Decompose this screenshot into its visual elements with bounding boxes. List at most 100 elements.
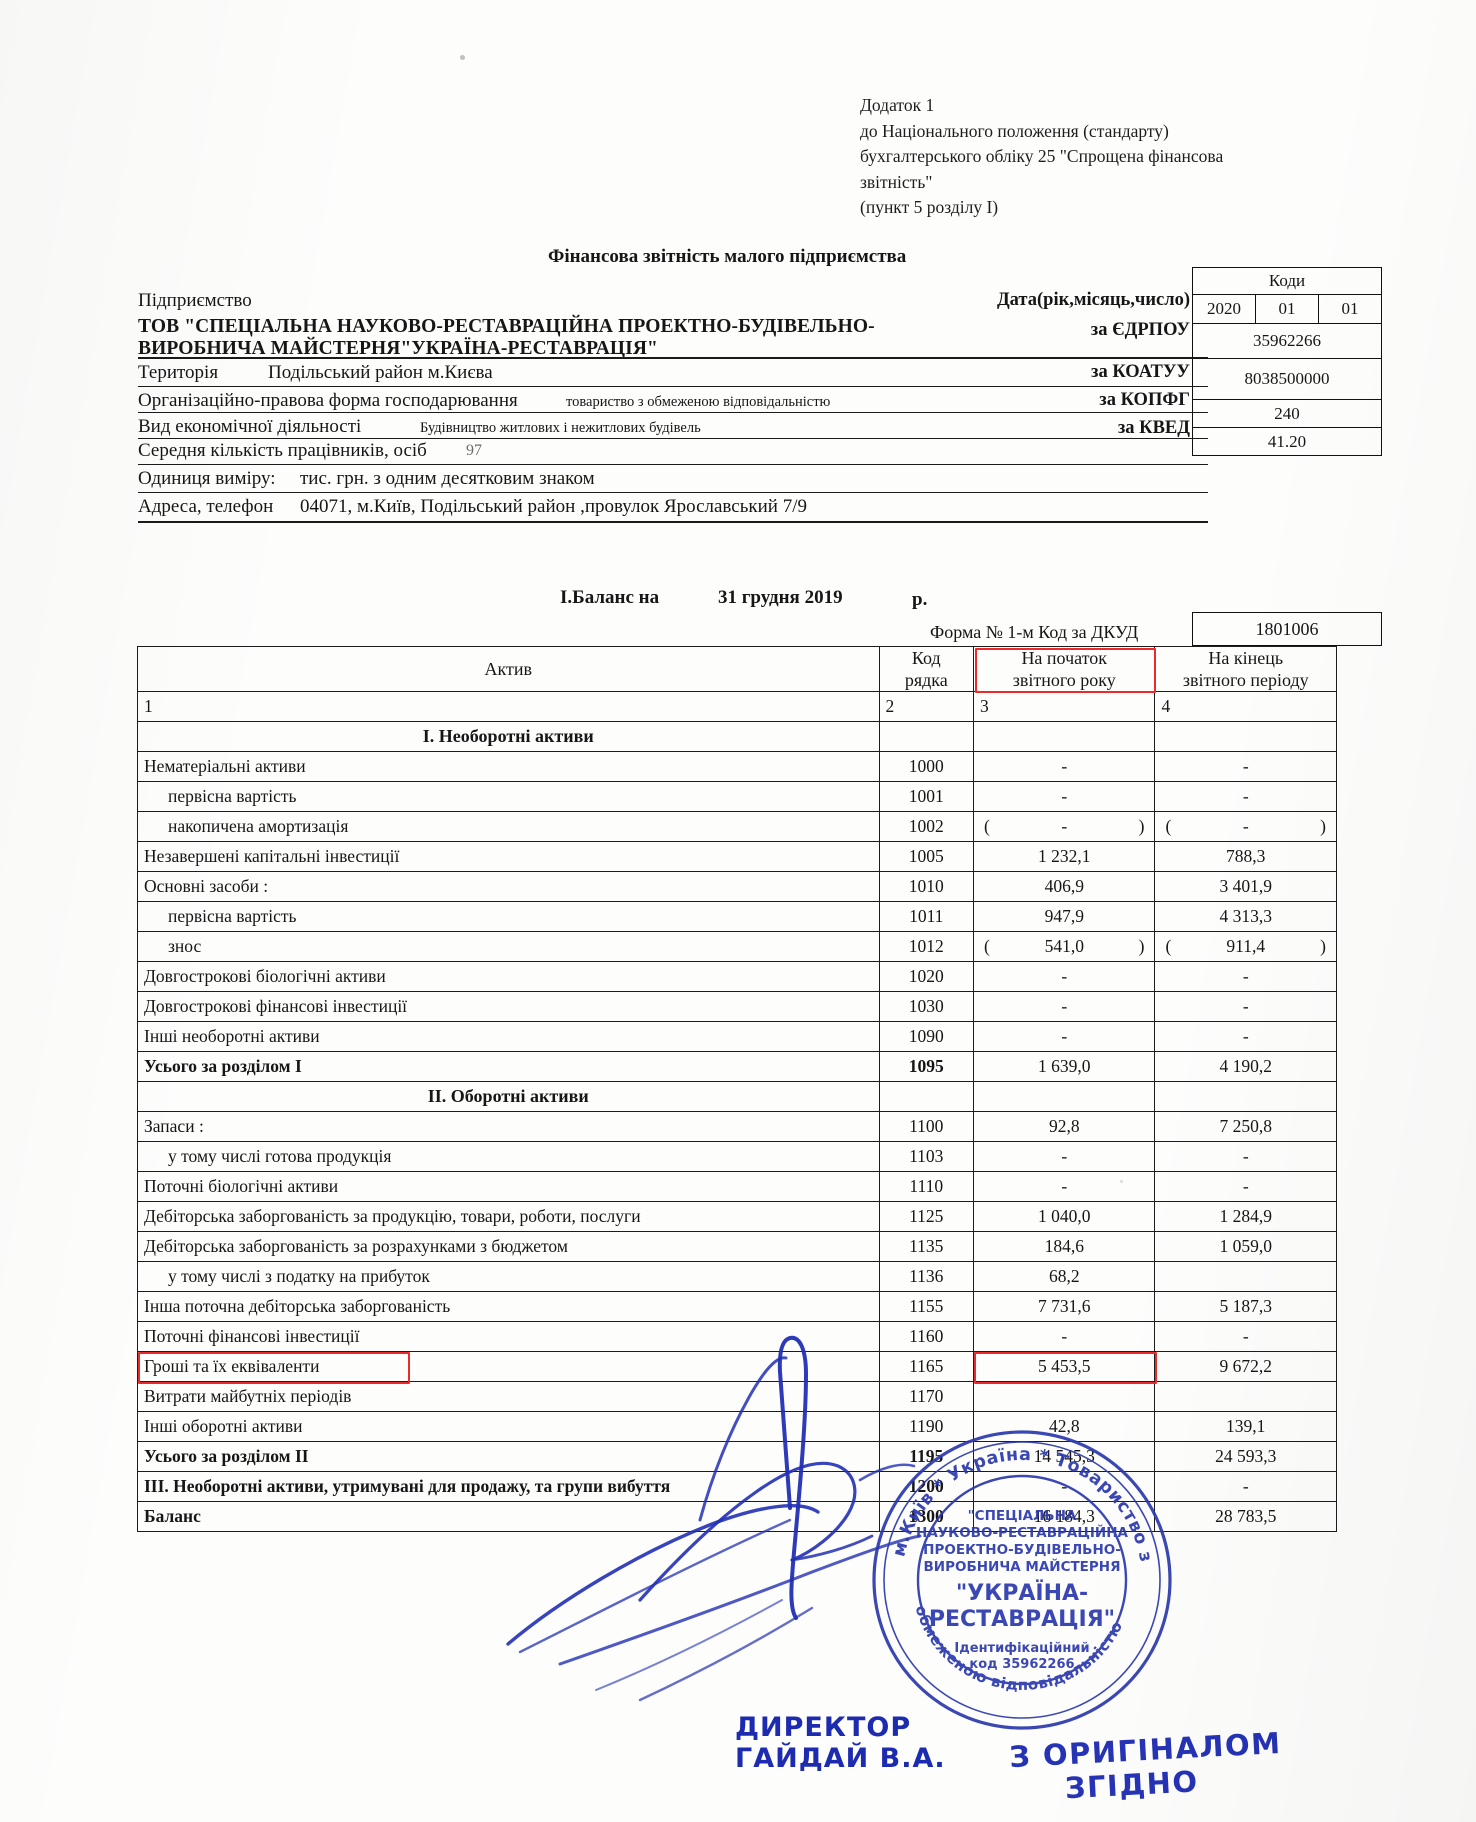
row-code: 1155 — [878, 1291, 975, 1322]
divider — [138, 386, 1208, 387]
row-code: 1001 — [878, 781, 975, 812]
row-code: 1165 — [878, 1351, 975, 1382]
legal-form-label: Організаційно-правова форма господарюван… — [138, 390, 518, 411]
row-value-end: 28 783,5 — [1154, 1501, 1337, 1532]
row-code: 1300 — [878, 1501, 975, 1532]
header-end-period: На кінець звітного періоду — [1154, 646, 1337, 692]
employees-label: Середня кількість працівників, осіб — [138, 440, 427, 461]
row-label: Поточні біологічні активи — [137, 1171, 880, 1202]
table-row: Дебіторська заборгованість за розрахунка… — [137, 1231, 1337, 1262]
row-code: 1020 — [878, 961, 975, 992]
row-label: Довгострокові біологічні активи — [137, 961, 880, 992]
row-code: 1012 — [878, 931, 975, 962]
table-section-row: І. Необоротні активи — [137, 721, 1337, 752]
divider — [138, 357, 1208, 359]
address-value: 04071, м.Київ, Подільський район ,провул… — [300, 496, 807, 517]
codes-kopfg: 240 — [1193, 399, 1381, 427]
table-row: Інша поточна дебіторська заборгованість 1… — [137, 1291, 1337, 1322]
row-label: Інші оборотні активи — [137, 1411, 880, 1442]
balance-heading: І.Баланс на — [560, 587, 660, 608]
row-value-begin: 406,9 — [973, 871, 1156, 902]
annex-line-1: Додаток 1 — [860, 95, 935, 115]
activity-value: Будівництво житлових і нежитлових будіве… — [420, 420, 701, 436]
row-value-end: 7 250,8 — [1154, 1111, 1337, 1142]
row-value-end: - — [1154, 1321, 1337, 1352]
divider — [138, 464, 1208, 465]
kved-label: за КВЕД — [1117, 418, 1190, 438]
empty-cell — [1154, 721, 1337, 752]
row-label: Незавершені капітальні інвестиції — [137, 841, 880, 872]
paren-open: ( — [984, 816, 990, 836]
row-value-end: (-) — [1154, 811, 1337, 842]
row-value-begin: (-) — [973, 811, 1156, 842]
table-header-row: Актив Код рядка На початок звітного року… — [137, 646, 1337, 692]
row-label: Усього за розділом II — [137, 1441, 880, 1472]
value-text: - — [1242, 816, 1249, 836]
row-label: Витрати майбутніх періодів — [137, 1381, 880, 1412]
header-code-line1: Код — [911, 648, 941, 668]
row-value-end: 4 190,2 — [1154, 1051, 1337, 1082]
header-end-line2: звітного періоду — [1182, 670, 1309, 690]
table-column-numbers: 1 2 3 4 — [137, 691, 1337, 722]
divider — [138, 521, 1208, 523]
table-row: у тому числі з податку на прибуток 1136 68… — [137, 1261, 1337, 1292]
row-code: 1011 — [878, 901, 975, 932]
date-label: Дата(рік,місяць,число) — [996, 290, 1190, 310]
row-value-begin: 16 184,3 — [973, 1501, 1156, 1532]
row-code: 1190 — [878, 1411, 975, 1442]
value-text: 541,0 — [1044, 936, 1084, 956]
codes-edrpou: 35962266 — [1193, 323, 1381, 358]
paren-close: ) — [1320, 936, 1326, 956]
row-value-end: (911,4) — [1154, 931, 1337, 962]
row-value-begin: 1 639,0 — [973, 1051, 1156, 1082]
divider — [138, 492, 1208, 493]
row-label: Дебіторська заборгованість за продукцію,… — [137, 1201, 880, 1232]
annex-header: Додаток 1 до Національного положення (ст… — [860, 93, 1380, 221]
codes-table: Коди 2020 01 01 35962266 8038500000 240 … — [1192, 267, 1382, 456]
row-code: 1010 — [878, 871, 975, 902]
row-label: Запаси : — [137, 1111, 880, 1142]
row-code: 1103 — [878, 1141, 975, 1172]
row-code: 1005 — [878, 841, 975, 872]
row-label: Дебіторська заборгованість за розрахунка… — [137, 1231, 880, 1262]
row-code: 1200 — [878, 1471, 975, 1502]
territory-label: Територія — [138, 362, 219, 383]
row-label: первісна вартість — [137, 901, 880, 932]
row-value-begin: - — [973, 961, 1156, 992]
row-value-begin: 1 040,0 — [973, 1201, 1156, 1232]
row-value-begin: - — [973, 781, 1156, 812]
value-text: - — [1061, 816, 1068, 836]
row-value-end: - — [1154, 991, 1337, 1022]
table-section-row: ІІ. Оборотні активи — [137, 1081, 1337, 1112]
row-value-end: 1 284,9 — [1154, 1201, 1337, 1232]
row-code: 1125 — [878, 1201, 975, 1232]
header-begin-line1: На початок — [1021, 648, 1108, 668]
row-value-begin: - — [973, 1471, 1156, 1502]
row-label: Інші необоротні активи — [137, 1021, 880, 1052]
row-value-begin: 68,2 — [973, 1261, 1156, 1292]
activity-label: Вид економічної діяльності — [138, 416, 362, 437]
table-row: Витрати майбутніх періодів 1170 — [137, 1381, 1337, 1412]
section-title: І. Необоротні активи — [137, 721, 880, 752]
row-code: 1110 — [878, 1171, 975, 1202]
paren-close: ) — [1138, 936, 1145, 956]
table-row: Усього за розділом I 1095 1 639,0 4 190,2 — [137, 1051, 1337, 1082]
row-label: первісна вартість — [137, 781, 880, 812]
koatuu-label: за КОАТУУ — [1091, 362, 1190, 382]
row-value-end: 788,3 — [1154, 841, 1337, 872]
row-value-end — [1154, 1381, 1337, 1412]
colnum-4: 4 — [1154, 691, 1337, 722]
row-value-end: - — [1154, 751, 1337, 782]
divider — [138, 412, 1208, 413]
row-value-begin: 1 232,1 — [973, 841, 1156, 872]
row-label: у тому числі готова продукція — [137, 1141, 880, 1172]
empty-cell — [1154, 1081, 1337, 1112]
header-code-line2: рядка — [904, 670, 948, 690]
stamp-line-4: ВИРОБНИЧА МАЙСТЕРНЯ — [923, 1558, 1120, 1575]
table-row: Нематеріальні активи 1000- - — [137, 751, 1337, 782]
balance-asset-table: Актив Код рядка На початок звітного року… — [137, 646, 1337, 1532]
svg-text:обмеженою відповідальністю: обмеженою відповідальністю — [912, 1603, 1127, 1694]
row-value-end: 4 313,3 — [1154, 901, 1337, 932]
table-row: Запаси :1100 92,8 7 250,8 — [137, 1111, 1337, 1142]
